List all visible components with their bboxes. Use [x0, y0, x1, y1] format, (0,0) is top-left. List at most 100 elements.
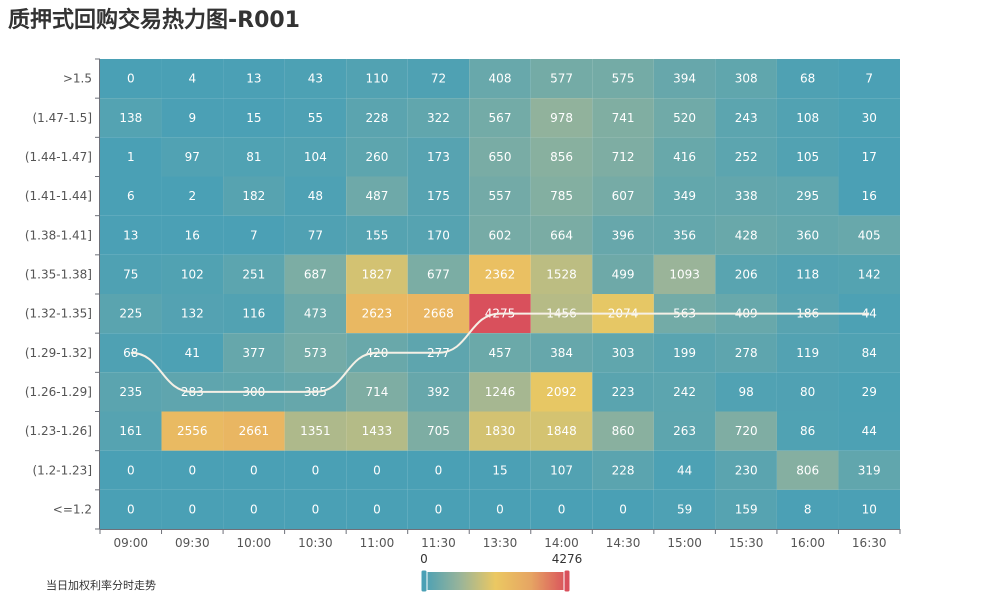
heatmap-cell[interactable] — [161, 254, 224, 294]
heatmap-cell[interactable] — [407, 215, 470, 255]
heatmap-cell[interactable] — [530, 489, 593, 529]
heatmap-cell[interactable] — [469, 215, 531, 255]
heatmap-cell[interactable] — [469, 254, 531, 294]
heatmap-cell[interactable] — [530, 137, 593, 177]
heatmap-cell[interactable] — [653, 411, 716, 451]
heatmap-cell[interactable] — [346, 215, 408, 255]
heatmap-cell[interactable] — [838, 333, 900, 373]
heatmap-cell[interactable] — [223, 254, 285, 294]
heatmap-cell[interactable] — [530, 59, 593, 99]
heatmap-cell[interactable] — [776, 411, 839, 451]
heatmap-cell[interactable] — [100, 215, 162, 255]
heatmap-cell[interactable] — [776, 215, 839, 255]
heatmap-cell[interactable] — [223, 176, 285, 216]
heatmap-cell[interactable] — [530, 254, 593, 294]
heatmap-cell[interactable] — [223, 411, 285, 451]
heatmap-cell[interactable] — [346, 411, 408, 451]
heatmap-cell[interactable] — [530, 98, 593, 138]
heatmap-cell[interactable] — [715, 215, 777, 255]
heatmap-cell[interactable] — [100, 59, 162, 99]
heatmap-cell[interactable] — [346, 489, 408, 529]
heatmap-cell[interactable] — [469, 489, 531, 529]
heatmap-cell[interactable] — [161, 59, 224, 99]
heatmap-cell[interactable] — [715, 489, 777, 529]
heatmap-cell[interactable] — [776, 372, 839, 412]
heatmap-cell[interactable] — [838, 215, 900, 255]
heatmap-cell[interactable] — [100, 137, 162, 177]
heatmap-cell[interactable] — [776, 333, 839, 373]
heatmap-cell[interactable] — [469, 333, 531, 373]
heatmap-cell[interactable] — [592, 59, 654, 99]
heatmap-cell[interactable] — [715, 411, 777, 451]
heatmap-cell[interactable] — [161, 137, 224, 177]
heatmap-cell[interactable] — [530, 411, 593, 451]
heatmap-cell[interactable] — [592, 137, 654, 177]
heatmap-cell[interactable] — [346, 176, 408, 216]
heatmap-cell[interactable] — [715, 254, 777, 294]
visual-map[interactable]: 0 4276 — [420, 552, 582, 593]
heatmap-cell[interactable] — [407, 411, 470, 451]
heatmap-cell[interactable] — [161, 450, 224, 490]
heatmap-cell[interactable] — [223, 333, 285, 373]
heatmap-cell[interactable] — [284, 254, 347, 294]
visual-map-max-handle[interactable] — [563, 569, 571, 593]
heatmap-cell[interactable] — [407, 176, 470, 216]
heatmap-cell[interactable] — [838, 137, 900, 177]
heatmap-cell[interactable] — [469, 176, 531, 216]
heatmap-cell[interactable] — [346, 450, 408, 490]
heatmap-cell[interactable] — [592, 411, 654, 451]
heatmap-cell[interactable] — [715, 59, 777, 99]
heatmap-cell[interactable] — [407, 137, 470, 177]
heatmap-cell[interactable] — [715, 137, 777, 177]
heatmap-cell[interactable] — [284, 176, 347, 216]
heatmap-cell[interactable] — [653, 98, 716, 138]
visual-map-min-handle[interactable] — [420, 569, 428, 593]
heatmap-cell[interactable] — [776, 254, 839, 294]
heatmap-cell[interactable] — [592, 98, 654, 138]
heatmap-cell[interactable] — [715, 98, 777, 138]
heatmap-cell[interactable] — [284, 489, 347, 529]
heatmap-cell[interactable] — [530, 333, 593, 373]
heatmap-cell[interactable] — [838, 411, 900, 451]
heatmap-cell[interactable] — [469, 98, 531, 138]
heatmap-cell[interactable] — [776, 176, 839, 216]
heatmap-cell[interactable] — [100, 372, 162, 412]
heatmap-cell[interactable] — [776, 450, 839, 490]
heatmap-cell[interactable] — [653, 176, 716, 216]
heatmap-cell[interactable] — [407, 254, 470, 294]
heatmap-cell[interactable] — [838, 176, 900, 216]
heatmap-cell[interactable] — [592, 254, 654, 294]
heatmap-cell[interactable] — [592, 372, 654, 412]
heatmap-cell[interactable] — [407, 294, 470, 334]
heatmap-cell[interactable] — [838, 372, 900, 412]
heatmap-cell[interactable] — [161, 411, 224, 451]
heatmap-cell[interactable] — [161, 333, 224, 373]
trend-line[interactable] — [130, 312, 870, 393]
heatmap-cell[interactable] — [592, 215, 654, 255]
heatmap-cell[interactable] — [346, 254, 408, 294]
heatmap-cell[interactable] — [223, 59, 285, 99]
heatmap-cell[interactable] — [284, 98, 347, 138]
heatmap-cell[interactable] — [223, 294, 285, 334]
heatmap-cell[interactable] — [284, 59, 347, 99]
heatmap-cell[interactable] — [223, 137, 285, 177]
heatmap-cell[interactable] — [407, 450, 470, 490]
heatmap-cell[interactable] — [653, 254, 716, 294]
heatmap-cell[interactable] — [161, 489, 224, 529]
heatmap-cell[interactable] — [346, 98, 408, 138]
heatmap-cell[interactable] — [715, 333, 777, 373]
heatmap-cell[interactable] — [715, 372, 777, 412]
heatmap-cell[interactable] — [100, 294, 162, 334]
heatmap-cell[interactable] — [838, 254, 900, 294]
heatmap-cell[interactable] — [161, 176, 224, 216]
heatmap-cell[interactable] — [776, 137, 839, 177]
heatmap-cell[interactable] — [653, 215, 716, 255]
heatmap-cell[interactable] — [592, 489, 654, 529]
heatmap-cell[interactable] — [223, 450, 285, 490]
heatmap-cell[interactable] — [223, 98, 285, 138]
heatmap-cell[interactable] — [653, 333, 716, 373]
heatmap-cell[interactable] — [223, 489, 285, 529]
heatmap-cell[interactable] — [284, 294, 347, 334]
heatmap-cell[interactable] — [100, 489, 162, 529]
heatmap-cell[interactable] — [469, 137, 531, 177]
